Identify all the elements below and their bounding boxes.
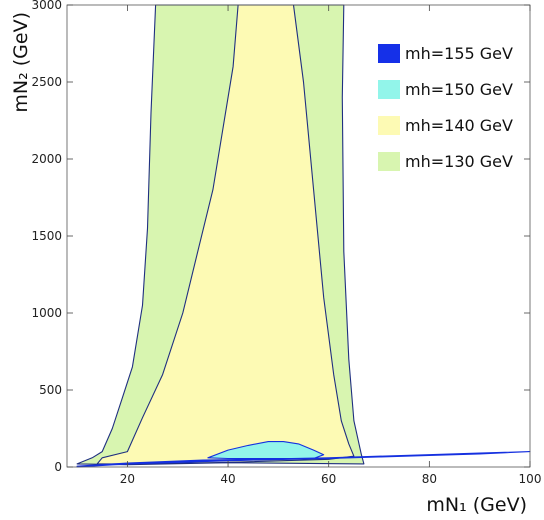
- legend-swatch-mh-130-gev: [378, 152, 400, 171]
- y-tick-label: 1000: [31, 306, 62, 320]
- x-tick-label: 20: [120, 472, 135, 486]
- x-tick-label: 60: [321, 472, 336, 486]
- x-tick-label: 40: [220, 472, 235, 486]
- y-tick-label: 1500: [31, 229, 62, 243]
- legend-label-mh-150-gev: mh=150 GeV: [405, 80, 513, 99]
- plot-regions: [76, 4, 531, 468]
- y-axis-title: mN₂ (GeV): [10, 12, 32, 113]
- y-tick-label: 3000: [31, 0, 62, 12]
- y-axis: 0 500 1000 1500 2000 2500 3000: [31, 0, 530, 474]
- legend-label-mh-155-gev: mh=155 GeV: [405, 44, 513, 63]
- legend-swatch-mh-150-gev: [378, 80, 400, 99]
- x-axis-title: mN₁ (GeV): [426, 494, 527, 516]
- x-tick-label: 80: [422, 472, 437, 486]
- y-tick-label: 500: [39, 383, 62, 397]
- x-axis: 20 40 60 80 100: [120, 5, 542, 486]
- y-tick-label: 2500: [31, 75, 62, 89]
- x-tick-label: 100: [519, 472, 542, 486]
- region-mh-155-gev: [76, 451, 531, 468]
- legend-swatch-mh-155-gev: [378, 44, 400, 63]
- legend: mh=155 GeV mh=150 GeV mh=140 GeV mh=130 GeV: [378, 44, 513, 171]
- legend-label-mh-140-gev: mh=140 GeV: [405, 116, 513, 135]
- y-tick-label: 2000: [31, 152, 62, 166]
- legend-label-mh-130-gev: mh=130 GeV: [405, 152, 513, 171]
- legend-swatch-mh-140-gev: [378, 116, 400, 135]
- y-tick-label: 0: [54, 460, 62, 474]
